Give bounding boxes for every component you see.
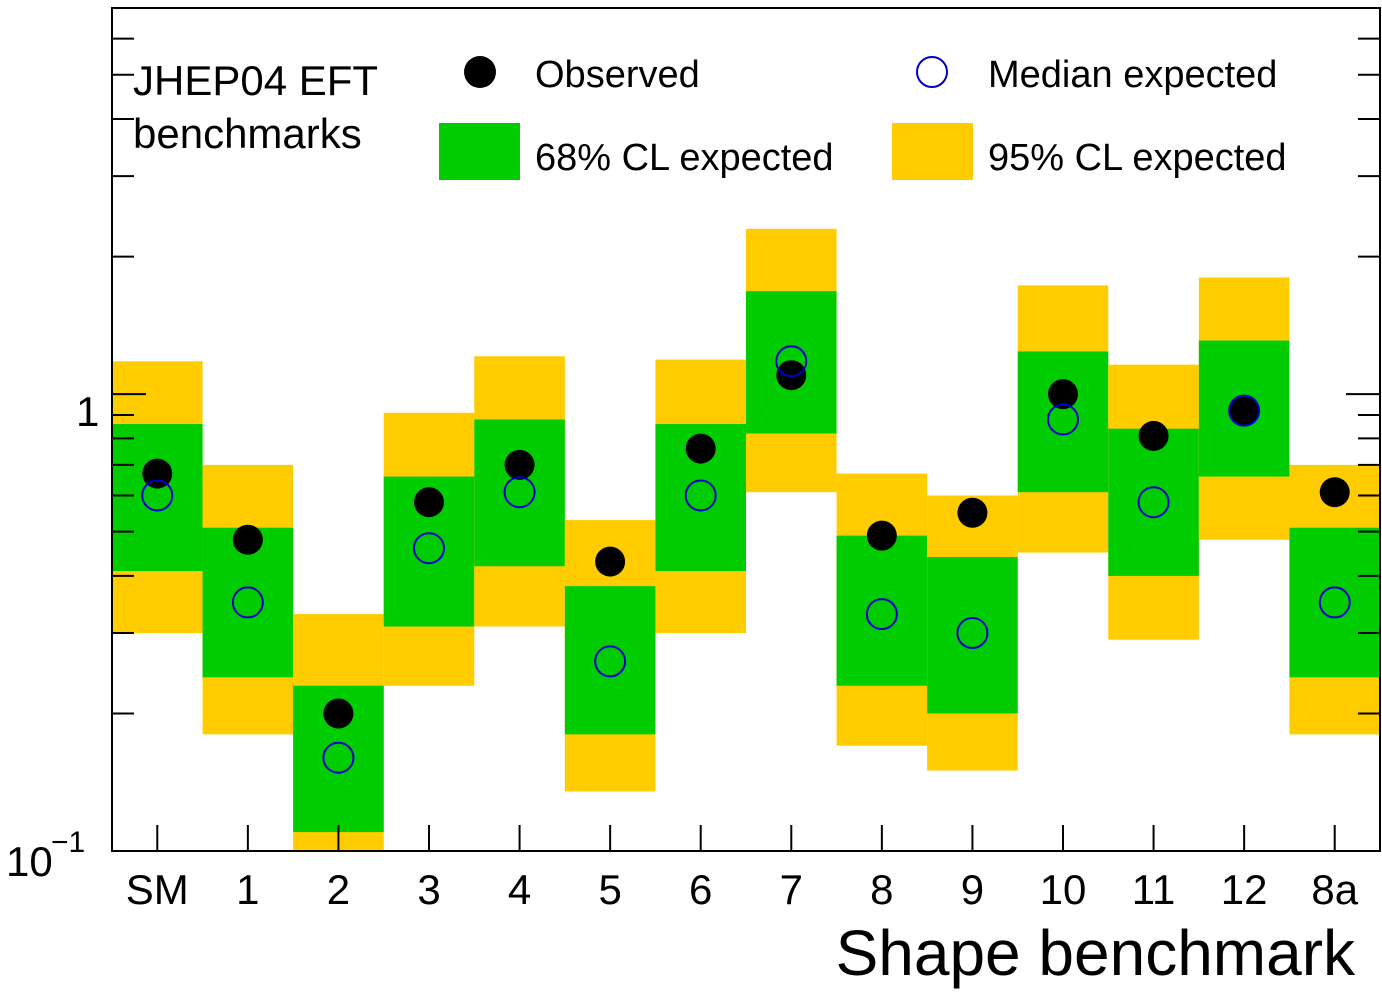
x-tick-label-5: 5	[598, 866, 621, 913]
observed-point-SM	[142, 458, 173, 489]
legend-band95-swatch	[892, 123, 973, 180]
expected-point-3	[413, 532, 445, 565]
x-tick-label-4: 4	[508, 866, 531, 913]
observed-point-10	[1048, 379, 1078, 410]
y-tick-label-1: 1	[76, 388, 99, 435]
legend-band95-label: 95% CL expected	[988, 137, 1287, 179]
expected-point-4	[503, 476, 536, 509]
x-tick-labels: SM 1 2 3 4 5 6 7 8 9 10 11 12 8a	[126, 866, 1359, 913]
expected-point-2	[322, 741, 355, 774]
observed-point-3	[414, 487, 444, 518]
expected-point-5	[594, 645, 627, 678]
plot-header: JHEP04 EFT benchmarks	[133, 57, 378, 157]
observed-point-1	[232, 524, 263, 555]
legend: Observed Median expected 68% CL expected…	[439, 54, 1287, 180]
expected-point-6	[684, 479, 717, 512]
observed-point-12	[1229, 395, 1260, 426]
band68-8a	[1289, 527, 1380, 678]
x-tick-label-9: 9	[961, 866, 984, 913]
y-tick-label-base: 10	[6, 838, 53, 885]
plot-frame	[111, 7, 1381, 852]
legend-observed-label: Observed	[535, 54, 700, 96]
x-tick-label-8a: 8a	[1311, 866, 1358, 913]
band68-4	[474, 419, 565, 567]
observed-point-7	[776, 360, 807, 391]
expected-point-9	[956, 617, 989, 650]
band68-5	[564, 586, 656, 735]
x-tick-label-12: 12	[1221, 866, 1268, 913]
legend-expected-marker	[916, 56, 948, 88]
axis-ticks	[112, 37, 1380, 851]
expected-point-11	[1137, 486, 1170, 519]
x-tick-label-10: 10	[1040, 866, 1087, 913]
x-axis-title: Shape benchmark	[836, 917, 1356, 989]
observed-point-11	[1138, 420, 1169, 451]
x-tick-label-SM: SM	[126, 866, 189, 913]
band68-8	[836, 535, 928, 686]
data-markers	[141, 345, 1351, 774]
x-tick-label-7: 7	[780, 866, 803, 913]
observed-point-2	[323, 698, 354, 729]
legend-band68-label: 68% CL expected	[535, 137, 834, 179]
band68-SM	[112, 424, 203, 572]
expected-point-1	[231, 586, 264, 619]
header-line-1: JHEP04 EFT	[133, 57, 378, 104]
observed-point-5	[595, 546, 626, 577]
observed-point-4	[504, 449, 535, 480]
band68-10	[1017, 351, 1109, 493]
legend-observed-marker	[464, 56, 496, 88]
observed-point-8	[866, 520, 897, 551]
observed-point-8a	[1319, 477, 1350, 508]
band68-11	[1108, 428, 1199, 576]
x-tick-label-2: 2	[327, 866, 350, 913]
expected-point-8a	[1318, 586, 1351, 619]
observed-point-9	[957, 497, 988, 528]
y-tick-labels: 1 10 −1	[6, 388, 99, 885]
y-tick-label-exponent: −1	[51, 826, 85, 859]
observed-point-6	[685, 433, 716, 464]
x-tick-label-8: 8	[870, 866, 893, 913]
legend-band68-swatch	[439, 123, 520, 180]
legend-expected-label: Median expected	[988, 54, 1277, 96]
expected-point-8	[865, 598, 898, 631]
x-tick-label-3: 3	[417, 866, 440, 913]
expected-point-10	[1047, 403, 1079, 436]
expected-point-12	[1228, 394, 1261, 427]
header-line-2: benchmarks	[133, 110, 362, 157]
expected-point-SM	[141, 479, 174, 512]
expected-bands	[112, 228, 1380, 851]
x-tick-label-1: 1	[236, 866, 259, 913]
x-tick-label-6: 6	[689, 866, 712, 913]
x-tick-label-11: 11	[1132, 866, 1176, 913]
band68-9	[927, 557, 1018, 714]
expected-point-7	[775, 345, 808, 378]
